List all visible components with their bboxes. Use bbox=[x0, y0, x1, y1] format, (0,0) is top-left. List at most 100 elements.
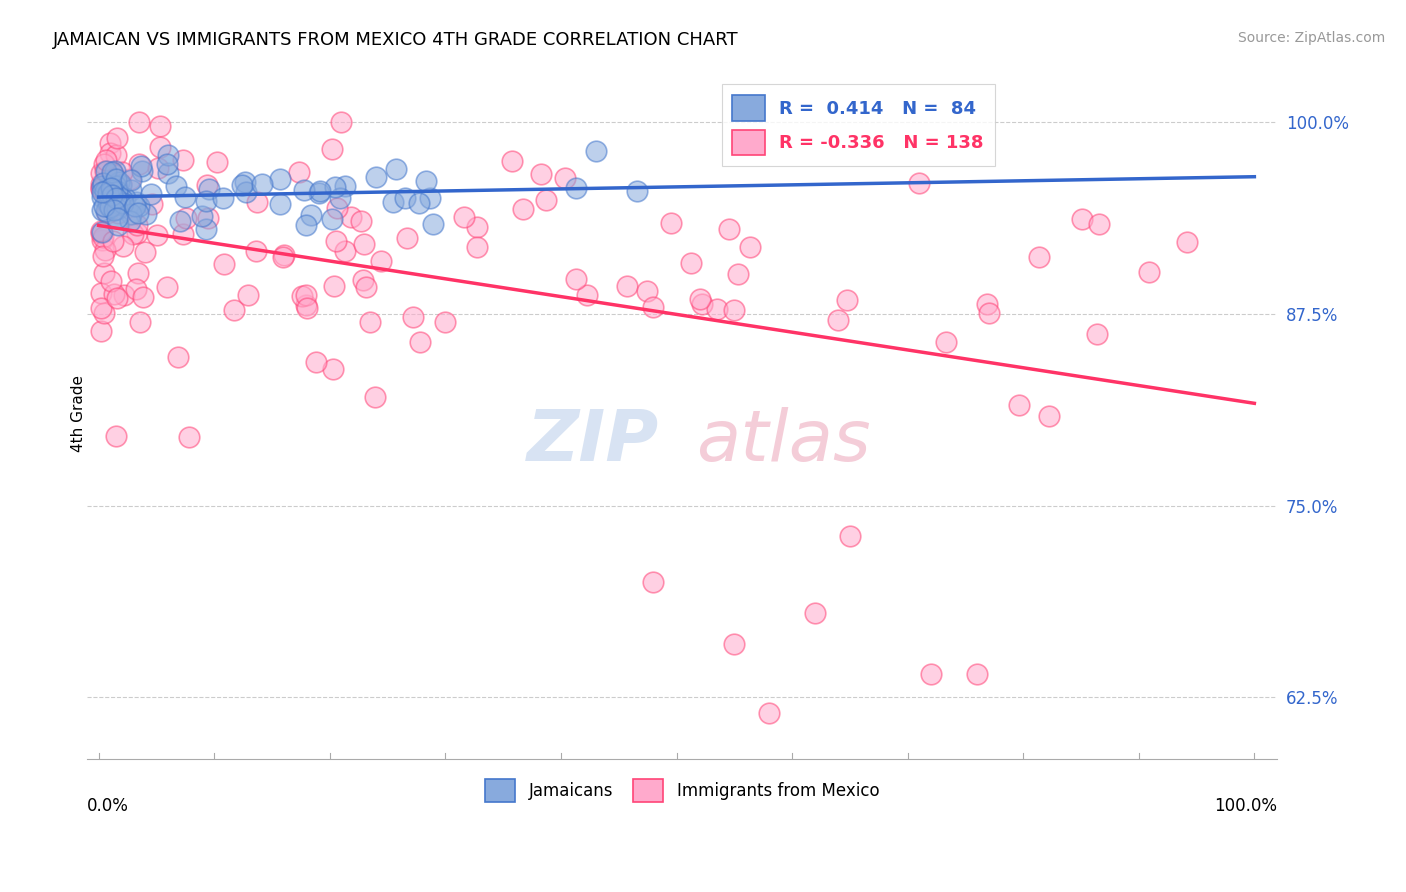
Point bbox=[245, 244, 267, 258]
Point bbox=[104, 147, 127, 161]
Text: 0.0%: 0.0% bbox=[87, 797, 129, 814]
Point bbox=[381, 195, 404, 210]
Point bbox=[167, 350, 190, 364]
Point bbox=[93, 199, 115, 213]
Point bbox=[233, 175, 256, 189]
Point bbox=[149, 119, 172, 133]
Point bbox=[394, 191, 416, 205]
Point bbox=[321, 212, 343, 227]
Point bbox=[235, 185, 257, 199]
Point bbox=[97, 179, 120, 194]
Point bbox=[706, 301, 728, 316]
Point bbox=[97, 197, 120, 211]
Point bbox=[91, 249, 114, 263]
Point bbox=[141, 187, 163, 202]
Point bbox=[370, 254, 392, 268]
Point bbox=[127, 219, 149, 233]
Point bbox=[120, 207, 142, 221]
Point bbox=[252, 178, 274, 192]
Point bbox=[246, 194, 269, 209]
Point bbox=[94, 164, 117, 178]
Point bbox=[1008, 398, 1031, 412]
Point bbox=[105, 185, 128, 199]
Text: 100.0%: 100.0% bbox=[1215, 797, 1278, 814]
Point bbox=[90, 182, 112, 196]
Point bbox=[128, 115, 150, 129]
Point bbox=[101, 235, 124, 249]
Point bbox=[966, 667, 988, 681]
Point bbox=[908, 176, 931, 190]
Point bbox=[110, 178, 132, 192]
Point bbox=[723, 637, 745, 651]
Point bbox=[103, 286, 125, 301]
Point bbox=[295, 288, 318, 302]
Point bbox=[156, 148, 179, 162]
Point bbox=[727, 267, 749, 281]
Text: JAMAICAN VS IMMIGRANTS FROM MEXICO 4TH GRADE CORRELATION CHART: JAMAICAN VS IMMIGRANTS FROM MEXICO 4TH G… bbox=[53, 31, 740, 49]
Point bbox=[333, 178, 356, 193]
Point bbox=[326, 201, 349, 215]
Point bbox=[465, 240, 488, 254]
Point bbox=[156, 157, 179, 171]
Point bbox=[198, 182, 221, 196]
Point bbox=[131, 164, 153, 178]
Point bbox=[194, 222, 217, 236]
Point bbox=[112, 196, 135, 211]
Point bbox=[195, 178, 218, 192]
Point bbox=[100, 274, 122, 288]
Point bbox=[1085, 326, 1108, 341]
Point bbox=[321, 142, 343, 156]
Point bbox=[91, 190, 114, 204]
Point bbox=[231, 178, 253, 193]
Point bbox=[124, 198, 146, 212]
Point bbox=[419, 190, 441, 204]
Point bbox=[1038, 409, 1060, 424]
Point bbox=[93, 157, 115, 171]
Point bbox=[309, 184, 332, 198]
Point bbox=[146, 161, 169, 175]
Point bbox=[118, 213, 141, 227]
Point bbox=[979, 305, 1001, 319]
Point bbox=[172, 227, 194, 241]
Point bbox=[177, 429, 200, 443]
Point bbox=[1137, 265, 1160, 279]
Point bbox=[105, 291, 128, 305]
Point bbox=[976, 296, 998, 310]
Point bbox=[149, 140, 172, 154]
Point bbox=[96, 204, 118, 219]
Point bbox=[408, 196, 430, 211]
Point bbox=[291, 289, 314, 303]
Point bbox=[105, 130, 128, 145]
Point bbox=[616, 279, 638, 293]
Point bbox=[453, 211, 475, 225]
Point bbox=[134, 244, 156, 259]
Point bbox=[120, 173, 142, 187]
Point bbox=[104, 429, 127, 443]
Point bbox=[91, 225, 114, 239]
Point bbox=[353, 237, 375, 252]
Point bbox=[125, 194, 148, 209]
Point bbox=[96, 189, 118, 203]
Point bbox=[738, 240, 761, 254]
Point bbox=[111, 238, 134, 252]
Point bbox=[838, 529, 860, 543]
Text: Source: ZipAtlas.com: Source: ZipAtlas.com bbox=[1237, 31, 1385, 45]
Point bbox=[322, 278, 344, 293]
Point bbox=[269, 171, 291, 186]
Point bbox=[107, 194, 129, 209]
Point bbox=[409, 335, 432, 350]
Point bbox=[920, 667, 942, 681]
Point bbox=[585, 144, 607, 158]
Point bbox=[565, 272, 588, 286]
Point bbox=[111, 165, 134, 179]
Point bbox=[105, 179, 128, 194]
Point bbox=[364, 390, 387, 404]
Point bbox=[758, 706, 780, 720]
Point bbox=[359, 315, 381, 329]
Point bbox=[643, 300, 665, 314]
Point bbox=[689, 292, 711, 306]
Point bbox=[299, 208, 322, 222]
Point bbox=[692, 297, 714, 311]
Point bbox=[205, 155, 228, 169]
Point bbox=[103, 203, 125, 218]
